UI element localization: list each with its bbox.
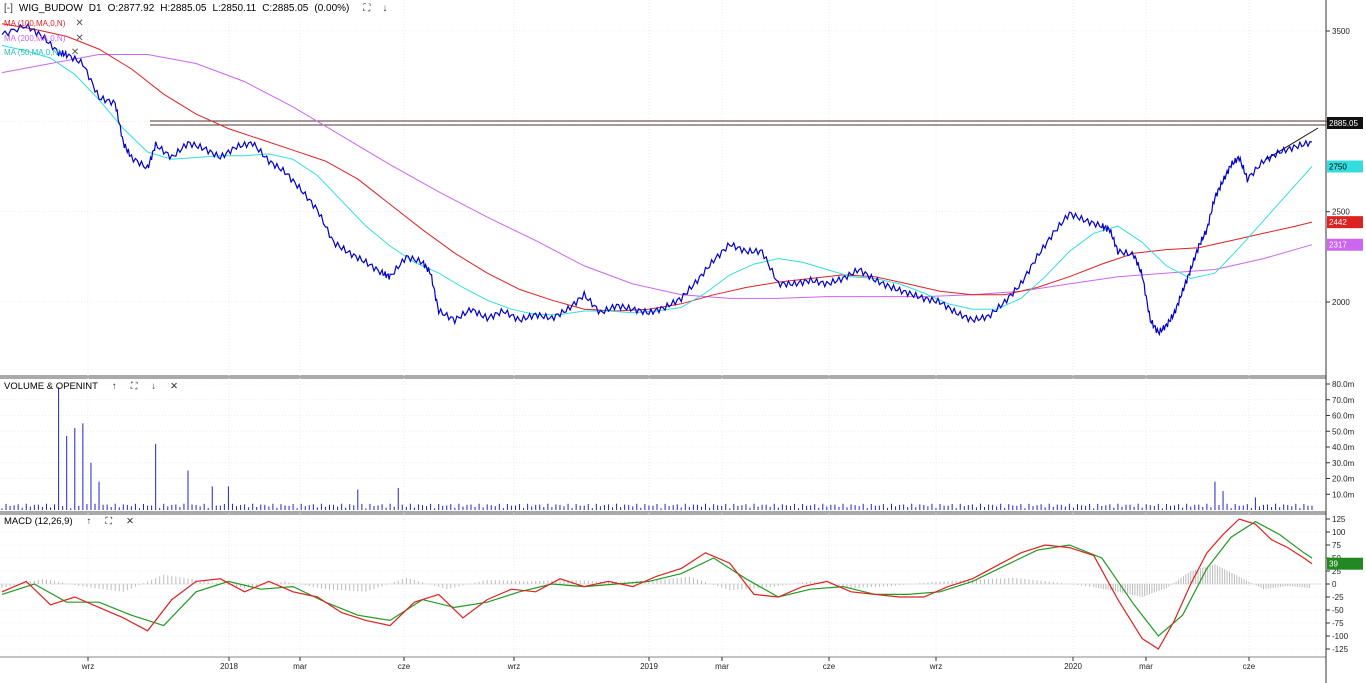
macd-title: MACD (12,26,9) <box>4 516 73 527</box>
ma200-label[interactable]: MA (200,MA,0,N) ✕ <box>4 33 84 44</box>
y-tick-label: 75 <box>1332 541 1341 550</box>
y-tick-label: -25 <box>1332 593 1344 602</box>
ma50-line <box>1 45 1313 316</box>
ma50-text: MA (50,MA,0,N) <box>4 48 61 57</box>
last-price-badge-bg <box>1327 117 1363 129</box>
ma100-badge-bg <box>1327 216 1363 229</box>
ma200-text: MA (200,MA,0,N) <box>4 34 66 43</box>
ma200-badge-bg <box>1327 238 1363 251</box>
y-tick-label: 50.0m <box>1332 427 1355 436</box>
arrow-down-icon[interactable]: ↓ <box>151 381 157 392</box>
arrow-up-icon[interactable]: ↑ <box>86 516 92 527</box>
ma200-badge: 2317 <box>1329 241 1347 250</box>
y-tick-label: 0 <box>1332 580 1337 589</box>
macd-line <box>1 518 1313 650</box>
y-tick-label: 25 <box>1332 567 1341 576</box>
close-icon[interactable]: ✕ <box>170 381 179 392</box>
close-icon[interactable]: ✕ <box>126 516 135 527</box>
y-tick-label: 60.0m <box>1332 412 1355 421</box>
y-tick-label: -75 <box>1332 619 1344 628</box>
close-icon[interactable]: ✕ <box>75 18 84 29</box>
arrow-down-icon[interactable]: ↓ <box>382 3 388 14</box>
close-icon[interactable]: ✕ <box>70 47 80 58</box>
y-tick-label: -50 <box>1332 606 1344 615</box>
symbol-label: WIG_BUDOW <box>18 3 83 14</box>
volume-pane-header: VOLUME & OPENINT ↑ ⛶ ↓ ✕ <box>4 381 178 392</box>
macd-value-badge: 39 <box>1329 560 1338 569</box>
x-tick-label: 2019 <box>640 662 658 671</box>
y-tick-label: 100 <box>1332 528 1346 537</box>
macd-value-badge-bg <box>1327 557 1363 570</box>
ma100-text: MA (100,MA,0,N) <box>4 19 66 28</box>
x-tick-label: wrz <box>81 662 94 671</box>
ma50-badge-bg <box>1327 160 1363 173</box>
x-tick-label: mar <box>1139 662 1153 671</box>
maximize-icon[interactable]: ⛶ <box>130 381 138 392</box>
x-tick-label: 2020 <box>1064 662 1082 671</box>
x-tick-label: cze <box>398 662 411 671</box>
y-tick-label: 3500 <box>1332 27 1350 36</box>
y-tick-label: 40.0m <box>1332 443 1355 452</box>
arrow-up-icon[interactable]: ↑ <box>111 381 117 392</box>
close-icon[interactable]: ✕ <box>75 33 84 44</box>
maximize-icon[interactable]: ⛶ <box>363 3 371 14</box>
y-tick-label: 20.0m <box>1332 475 1355 484</box>
x-tick-label: wrz <box>929 662 942 671</box>
y-tick-label: 30.0m <box>1332 459 1355 468</box>
ma100-line <box>1 23 1313 312</box>
chart-header: [-] WIG_BUDOW D1 O:2877.92 H:2885.05 L:2… <box>4 3 387 14</box>
price-line <box>1 22 1313 337</box>
x-tick-label: mar <box>715 662 729 671</box>
collapse-button[interactable]: [-] <box>4 3 13 14</box>
x-tick-label: wrz <box>507 662 520 671</box>
last-price-badge: 2885.05 <box>1329 119 1358 128</box>
ma50-label[interactable]: MA (50,MA,0,N) ✕ <box>4 47 79 58</box>
macd-pane-header: MACD (12,26,9) ↑ ⛶ ✕ <box>4 516 134 527</box>
x-tick-label: 2018 <box>220 662 238 671</box>
x-tick-label: cze <box>823 662 836 671</box>
open-value: O:2877.92 <box>107 3 155 14</box>
ma50-badge: 2750 <box>1329 163 1347 172</box>
ma200-line <box>1 54 1313 299</box>
ma100-label[interactable]: MA (100,MA,0,N) ✕ <box>4 18 84 29</box>
timeframe-label: D1 <box>88 3 102 14</box>
y-tick-label: 80.0m <box>1332 380 1355 389</box>
y-tick-label: 2500 <box>1332 208 1350 217</box>
y-tick-label: 125 <box>1332 515 1346 524</box>
y-tick-label: 2000 <box>1332 298 1350 307</box>
signal-line <box>1 520 1313 637</box>
y-tick-label: -125 <box>1332 645 1349 654</box>
y-tick-label: -100 <box>1332 632 1349 641</box>
x-tick-label: cze <box>1243 662 1256 671</box>
ma100-badge: 2442 <box>1329 218 1347 227</box>
close-value: C:2885.05 <box>262 3 309 14</box>
maximize-icon[interactable]: ⛶ <box>105 516 113 527</box>
volume-title: VOLUME & OPENINT <box>4 381 98 392</box>
change-value: (0.00%) <box>314 3 350 14</box>
x-tick-label: mar <box>293 662 307 671</box>
low-value: L:2850.11 <box>212 3 257 14</box>
high-value: H:2885.05 <box>160 3 207 14</box>
y-tick-label: 70.0m <box>1332 396 1355 405</box>
y-tick-label: 10.0m <box>1332 490 1355 499</box>
